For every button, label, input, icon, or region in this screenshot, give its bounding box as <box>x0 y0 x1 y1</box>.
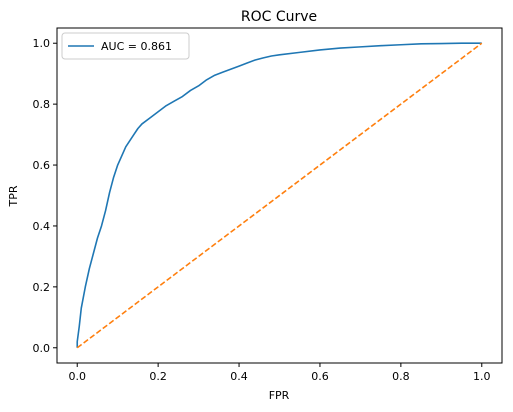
plot-frame <box>56 27 503 364</box>
x-axis-label: FPR <box>269 389 290 402</box>
y-tick-label: 0.8 <box>33 98 51 111</box>
baseline-diagonal-line <box>76 42 483 349</box>
x-tick-label: 0.8 <box>392 370 410 383</box>
y-tick-label: 1.0 <box>33 37 51 50</box>
roc-curve-line <box>76 42 482 348</box>
y-tick-label: 0.2 <box>33 281 51 294</box>
legend-box <box>61 32 190 60</box>
x-tick-label: 0.4 <box>230 370 248 383</box>
legend: AUC = 0.861 <box>61 32 190 60</box>
chart-title: ROC Curve <box>241 9 317 25</box>
y-tick-label: 0.0 <box>33 342 51 355</box>
y-tick-label: 0.6 <box>33 159 51 172</box>
x-tick-label: 1.0 <box>473 370 491 383</box>
x-tick-label: 0.6 <box>311 370 329 383</box>
legend-label-auc: AUC = 0.861 <box>101 40 172 53</box>
y-tick-label: 0.4 <box>33 220 51 233</box>
y-axis-label: TPR <box>7 185 20 207</box>
x-tick-label: 0.0 <box>68 370 86 383</box>
x-tick-label: 0.2 <box>149 370 167 383</box>
